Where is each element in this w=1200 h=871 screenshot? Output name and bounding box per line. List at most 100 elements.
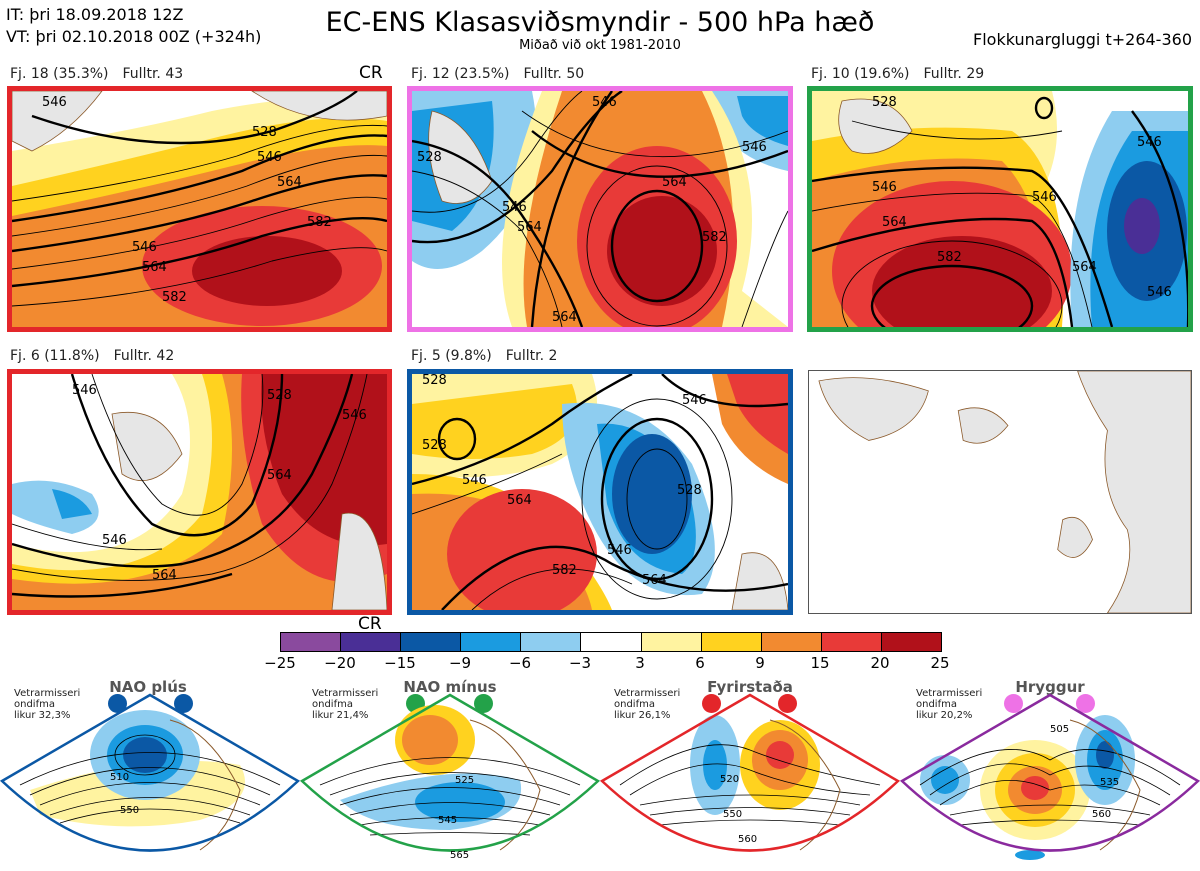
regime-1-marker-right bbox=[174, 694, 193, 713]
colorbar-tick: −15 bbox=[384, 654, 416, 672]
regime-4-marker-left bbox=[1004, 694, 1023, 713]
contour-label: 546 bbox=[342, 408, 367, 423]
contour-label: 560 bbox=[1092, 809, 1111, 820]
contour-label: 564 bbox=[142, 260, 167, 275]
cluster-map-4: 546 528 546 564 546 564 bbox=[7, 369, 392, 615]
contour-label: 582 bbox=[552, 563, 577, 578]
regime-3-marker-left bbox=[702, 694, 721, 713]
colorbar-cell bbox=[761, 633, 822, 651]
colorbar-tick: 6 bbox=[695, 654, 705, 672]
colorbar-tick: −9 bbox=[448, 654, 472, 672]
colorbar bbox=[280, 632, 942, 652]
page-title: EC-ENS Klasasviðsmyndir - 500 hPa hæð bbox=[325, 7, 875, 38]
contour-label: 546 bbox=[607, 543, 632, 558]
panel-1-tag: CR bbox=[359, 63, 383, 83]
panel-4-label: Fj. 6 (11.8%) Fulltr. 42 bbox=[10, 348, 175, 364]
regime-2-map: 525 545 565 bbox=[300, 693, 600, 861]
contour-label: 528 bbox=[417, 150, 442, 165]
regime-4-note: Vetrarmisseri ondifma likur 20,2% bbox=[916, 688, 983, 721]
contour-label: 535 bbox=[1100, 777, 1119, 788]
regime-1-note: Vetrarmisseri ondifma likur 32,3% bbox=[14, 688, 81, 721]
cluster-map-2: 528 546 546 564 546 564 582 564 bbox=[407, 86, 793, 332]
contour-label: 564 bbox=[552, 310, 577, 325]
init-time: IT: þri 18.09.2018 12Z bbox=[6, 5, 184, 24]
colorbar-tick: 9 bbox=[755, 654, 765, 672]
contour-label: 546 bbox=[132, 240, 157, 255]
contour-label: 564 bbox=[1072, 260, 1097, 275]
contour-label: 546 bbox=[592, 95, 617, 110]
colorbar-cell bbox=[641, 633, 702, 651]
regime-2-title: NAO mínus bbox=[403, 678, 497, 696]
regime-4-title: Hryggur bbox=[1015, 678, 1085, 696]
colorbar-cell bbox=[521, 633, 582, 651]
contour-label: 564 bbox=[642, 573, 667, 588]
contour-label: 528 bbox=[422, 374, 447, 388]
contour-label: 564 bbox=[662, 175, 687, 190]
page-subtitle: Miðað við okt 1981-2010 bbox=[519, 38, 681, 53]
regime-4-marker-right bbox=[1076, 694, 1095, 713]
colorbar-cell bbox=[341, 633, 402, 651]
blank-base-map bbox=[808, 370, 1192, 614]
colorbar-tick: 25 bbox=[930, 654, 950, 672]
contour-label: 564 bbox=[882, 215, 907, 230]
contour-label: 565 bbox=[450, 850, 469, 861]
contour-label: 564 bbox=[517, 220, 542, 235]
regime-3-marker-right bbox=[778, 694, 797, 713]
panel-2-label: Fj. 12 (23.5%) Fulltr. 50 bbox=[411, 66, 585, 82]
contour-label: 582 bbox=[702, 230, 727, 245]
contour-label: 528 bbox=[677, 483, 702, 498]
cluster-map-3: 528 546 546 564 582 546 564 546 bbox=[807, 86, 1193, 332]
regime-3-map: 520 550 560 bbox=[600, 693, 900, 852]
contour-label: 525 bbox=[455, 775, 474, 786]
contour-label: 564 bbox=[152, 568, 177, 583]
regime-1-marker-left bbox=[108, 694, 127, 713]
colorbar-tick: 20 bbox=[870, 654, 890, 672]
colorbar-tick: 3 bbox=[635, 654, 645, 672]
panel-1-label: Fj. 18 (35.3%) Fulltr. 43 bbox=[10, 66, 184, 82]
contour-label: 528 bbox=[872, 95, 897, 110]
contour-label: 546 bbox=[72, 383, 97, 398]
colorbar-cell bbox=[401, 633, 462, 651]
regime-2-note: Vetrarmisseri ondifma likur 21,4% bbox=[312, 688, 379, 721]
panel-4-tag: CR bbox=[358, 614, 382, 634]
contour-label: 505 bbox=[1050, 724, 1069, 735]
regime-1-map: 510 550 bbox=[0, 693, 300, 852]
contour-label: 546 bbox=[257, 150, 282, 165]
contour-label: 546 bbox=[102, 533, 127, 548]
regime-3-note: Vetrarmisseri ondifma likur 26,1% bbox=[614, 688, 681, 721]
regime-4-map: 505 535 560 bbox=[900, 693, 1200, 860]
contour-label: 528 bbox=[267, 388, 292, 403]
contour-label: 550 bbox=[120, 805, 139, 816]
contour-label: 582 bbox=[937, 250, 962, 265]
regime-1-title: NAO plús bbox=[109, 678, 187, 696]
contour-label: 564 bbox=[277, 175, 302, 190]
colorbar-cell bbox=[881, 633, 942, 651]
contour-label: 528 bbox=[422, 438, 447, 453]
colorbar-tick: −6 bbox=[508, 654, 532, 672]
colorbar-cell bbox=[701, 633, 762, 651]
colorbar-tick: −25 bbox=[264, 654, 296, 672]
contour-label: 510 bbox=[110, 772, 129, 783]
contour-label: 546 bbox=[1032, 190, 1057, 205]
contour-label: 528 bbox=[252, 125, 277, 140]
contour-label: 564 bbox=[267, 468, 292, 483]
colorbar-cell bbox=[461, 633, 522, 651]
colorbar-tick: −3 bbox=[568, 654, 592, 672]
panel-5-label: Fj. 5 (9.8%) Fulltr. 2 bbox=[411, 348, 558, 364]
regime-2-marker-right bbox=[474, 694, 493, 713]
valid-time: VT: þri 02.10.2018 00Z (+324h) bbox=[6, 27, 262, 46]
contour-label: 582 bbox=[162, 290, 187, 305]
regime-3-title: Fyrirstaða bbox=[707, 678, 793, 696]
contour-label: 546 bbox=[502, 200, 527, 215]
contour-label: 520 bbox=[720, 774, 739, 785]
header-left: IT: þri 18.09.2018 12Z VT: þri 02.10.201… bbox=[6, 4, 261, 48]
contour-label: 546 bbox=[872, 180, 897, 195]
classification-window: Flokkunargluggi t+264-360 bbox=[973, 30, 1192, 49]
contour-label: 546 bbox=[742, 140, 767, 155]
contour-label: 545 bbox=[438, 815, 457, 826]
colorbar-cell bbox=[821, 633, 882, 651]
contour-label: 582 bbox=[307, 215, 332, 230]
contour-label: 546 bbox=[1137, 135, 1162, 150]
contour-label: 546 bbox=[462, 473, 487, 488]
cluster-map-1: 546 528 546 564 582 546 564 582 bbox=[7, 86, 392, 332]
